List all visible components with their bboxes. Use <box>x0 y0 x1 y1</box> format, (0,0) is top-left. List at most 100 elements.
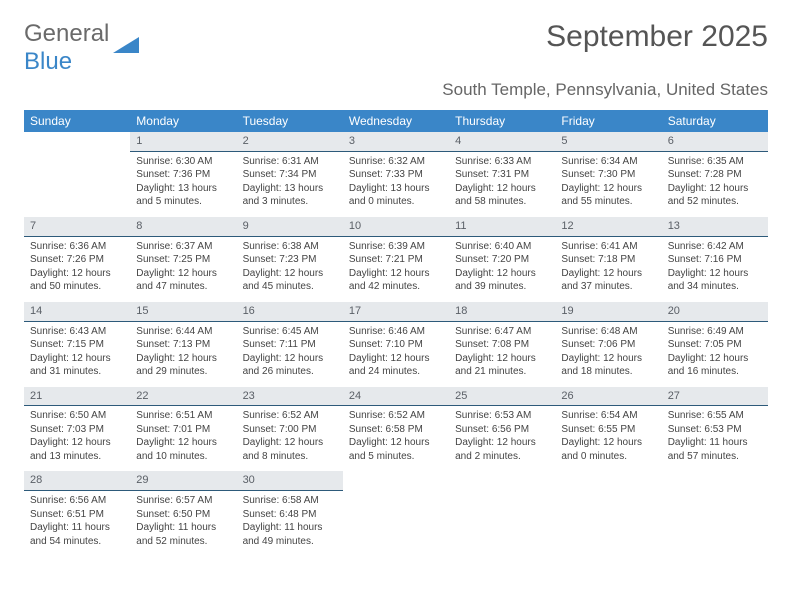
day-body: Sunrise: 6:58 AMSunset: 6:48 PMDaylight:… <box>237 491 343 556</box>
sunset-text: Sunset: 6:53 PM <box>668 423 762 437</box>
day-body: Sunrise: 6:39 AMSunset: 7:21 PMDaylight:… <box>343 237 449 302</box>
day-number: 9 <box>237 217 343 237</box>
day-number: 10 <box>343 217 449 237</box>
daylight-text: Daylight: 11 hours and 49 minutes. <box>243 521 337 548</box>
day-body: Sunrise: 6:46 AMSunset: 7:10 PMDaylight:… <box>343 322 449 387</box>
sunrise-text: Sunrise: 6:37 AM <box>136 240 230 254</box>
day-number: 22 <box>130 387 236 407</box>
day-number: 12 <box>555 217 661 237</box>
sunset-text: Sunset: 7:01 PM <box>136 423 230 437</box>
day-number: 13 <box>662 217 768 237</box>
daylight-text: Daylight: 12 hours and 37 minutes. <box>561 267 655 294</box>
calendar-cell <box>449 471 555 556</box>
sunset-text: Sunset: 7:08 PM <box>455 338 549 352</box>
day-body: Sunrise: 6:45 AMSunset: 7:11 PMDaylight:… <box>237 322 343 387</box>
sunset-text: Sunset: 7:00 PM <box>243 423 337 437</box>
logo: General Blue <box>24 20 139 76</box>
calendar-cell: 30Sunrise: 6:58 AMSunset: 6:48 PMDayligh… <box>237 471 343 556</box>
day-body <box>449 491 555 553</box>
sunset-text: Sunset: 6:48 PM <box>243 508 337 522</box>
day-number: 16 <box>237 302 343 322</box>
sunrise-text: Sunrise: 6:43 AM <box>30 325 124 339</box>
day-body: Sunrise: 6:43 AMSunset: 7:15 PMDaylight:… <box>24 322 130 387</box>
day-header: Friday <box>555 110 661 132</box>
calendar-cell: 29Sunrise: 6:57 AMSunset: 6:50 PMDayligh… <box>130 471 236 556</box>
day-number: 28 <box>24 471 130 491</box>
sunrise-text: Sunrise: 6:58 AM <box>243 494 337 508</box>
day-number: 3 <box>343 132 449 152</box>
daylight-text: Daylight: 12 hours and 24 minutes. <box>349 352 443 379</box>
calendar-cell: 5Sunrise: 6:34 AMSunset: 7:30 PMDaylight… <box>555 132 661 217</box>
day-number: 30 <box>237 471 343 491</box>
calendar-table: SundayMondayTuesdayWednesdayThursdayFrid… <box>24 110 768 556</box>
day-number: 23 <box>237 387 343 407</box>
sunrise-text: Sunrise: 6:50 AM <box>30 409 124 423</box>
daylight-text: Daylight: 12 hours and 0 minutes. <box>561 436 655 463</box>
daylight-text: Daylight: 12 hours and 21 minutes. <box>455 352 549 379</box>
daylight-text: Daylight: 12 hours and 42 minutes. <box>349 267 443 294</box>
sunset-text: Sunset: 6:50 PM <box>136 508 230 522</box>
day-number: 26 <box>555 387 661 407</box>
day-body: Sunrise: 6:47 AMSunset: 7:08 PMDaylight:… <box>449 322 555 387</box>
calendar-row: 7Sunrise: 6:36 AMSunset: 7:26 PMDaylight… <box>24 217 768 302</box>
day-number: 29 <box>130 471 236 491</box>
daylight-text: Daylight: 12 hours and 16 minutes. <box>668 352 762 379</box>
daylight-text: Daylight: 12 hours and 52 minutes. <box>668 182 762 209</box>
sunset-text: Sunset: 6:51 PM <box>30 508 124 522</box>
sunrise-text: Sunrise: 6:42 AM <box>668 240 762 254</box>
daylight-text: Daylight: 13 hours and 0 minutes. <box>349 182 443 209</box>
daylight-text: Daylight: 12 hours and 29 minutes. <box>136 352 230 379</box>
daylight-text: Daylight: 12 hours and 39 minutes. <box>455 267 549 294</box>
calendar-cell <box>555 471 661 556</box>
sunset-text: Sunset: 7:06 PM <box>561 338 655 352</box>
daylight-text: Daylight: 12 hours and 13 minutes. <box>30 436 124 463</box>
sunset-text: Sunset: 7:13 PM <box>136 338 230 352</box>
day-body: Sunrise: 6:53 AMSunset: 6:56 PMDaylight:… <box>449 406 555 471</box>
day-body: Sunrise: 6:42 AMSunset: 7:16 PMDaylight:… <box>662 237 768 302</box>
sunrise-text: Sunrise: 6:30 AM <box>136 155 230 169</box>
day-body: Sunrise: 6:51 AMSunset: 7:01 PMDaylight:… <box>130 406 236 471</box>
sunrise-text: Sunrise: 6:32 AM <box>349 155 443 169</box>
logo-text-1: General <box>24 20 109 47</box>
daylight-text: Daylight: 13 hours and 5 minutes. <box>136 182 230 209</box>
day-number: 1 <box>130 132 236 152</box>
sunrise-text: Sunrise: 6:45 AM <box>243 325 337 339</box>
day-body: Sunrise: 6:48 AMSunset: 7:06 PMDaylight:… <box>555 322 661 387</box>
daylight-text: Daylight: 11 hours and 54 minutes. <box>30 521 124 548</box>
day-number: 8 <box>130 217 236 237</box>
calendar-cell: 13Sunrise: 6:42 AMSunset: 7:16 PMDayligh… <box>662 217 768 302</box>
calendar-cell <box>24 132 130 217</box>
sunrise-text: Sunrise: 6:52 AM <box>349 409 443 423</box>
day-body: Sunrise: 6:50 AMSunset: 7:03 PMDaylight:… <box>24 406 130 471</box>
day-body: Sunrise: 6:52 AMSunset: 7:00 PMDaylight:… <box>237 406 343 471</box>
day-number: 17 <box>343 302 449 322</box>
sunrise-text: Sunrise: 6:34 AM <box>561 155 655 169</box>
sunset-text: Sunset: 6:58 PM <box>349 423 443 437</box>
day-header: Saturday <box>662 110 768 132</box>
daylight-text: Daylight: 12 hours and 18 minutes. <box>561 352 655 379</box>
day-body <box>24 152 130 214</box>
sunset-text: Sunset: 6:55 PM <box>561 423 655 437</box>
calendar-cell: 4Sunrise: 6:33 AMSunset: 7:31 PMDaylight… <box>449 132 555 217</box>
sunset-text: Sunset: 7:11 PM <box>243 338 337 352</box>
sunset-text: Sunset: 7:05 PM <box>668 338 762 352</box>
day-body: Sunrise: 6:38 AMSunset: 7:23 PMDaylight:… <box>237 237 343 302</box>
sunrise-text: Sunrise: 6:38 AM <box>243 240 337 254</box>
calendar-cell: 12Sunrise: 6:41 AMSunset: 7:18 PMDayligh… <box>555 217 661 302</box>
day-header: Sunday <box>24 110 130 132</box>
calendar-cell: 16Sunrise: 6:45 AMSunset: 7:11 PMDayligh… <box>237 302 343 387</box>
day-body: Sunrise: 6:52 AMSunset: 6:58 PMDaylight:… <box>343 406 449 471</box>
logo-text: General Blue <box>24 20 109 76</box>
day-number: 25 <box>449 387 555 407</box>
sunset-text: Sunset: 7:34 PM <box>243 168 337 182</box>
daylight-text: Daylight: 12 hours and 5 minutes. <box>349 436 443 463</box>
day-number: 14 <box>24 302 130 322</box>
calendar-body: 1Sunrise: 6:30 AMSunset: 7:36 PMDaylight… <box>24 132 768 556</box>
calendar-cell: 15Sunrise: 6:44 AMSunset: 7:13 PMDayligh… <box>130 302 236 387</box>
sunset-text: Sunset: 7:31 PM <box>455 168 549 182</box>
day-body: Sunrise: 6:56 AMSunset: 6:51 PMDaylight:… <box>24 491 130 556</box>
sunrise-text: Sunrise: 6:35 AM <box>668 155 762 169</box>
calendar-cell: 3Sunrise: 6:32 AMSunset: 7:33 PMDaylight… <box>343 132 449 217</box>
sunset-text: Sunset: 7:28 PM <box>668 168 762 182</box>
sunrise-text: Sunrise: 6:39 AM <box>349 240 443 254</box>
